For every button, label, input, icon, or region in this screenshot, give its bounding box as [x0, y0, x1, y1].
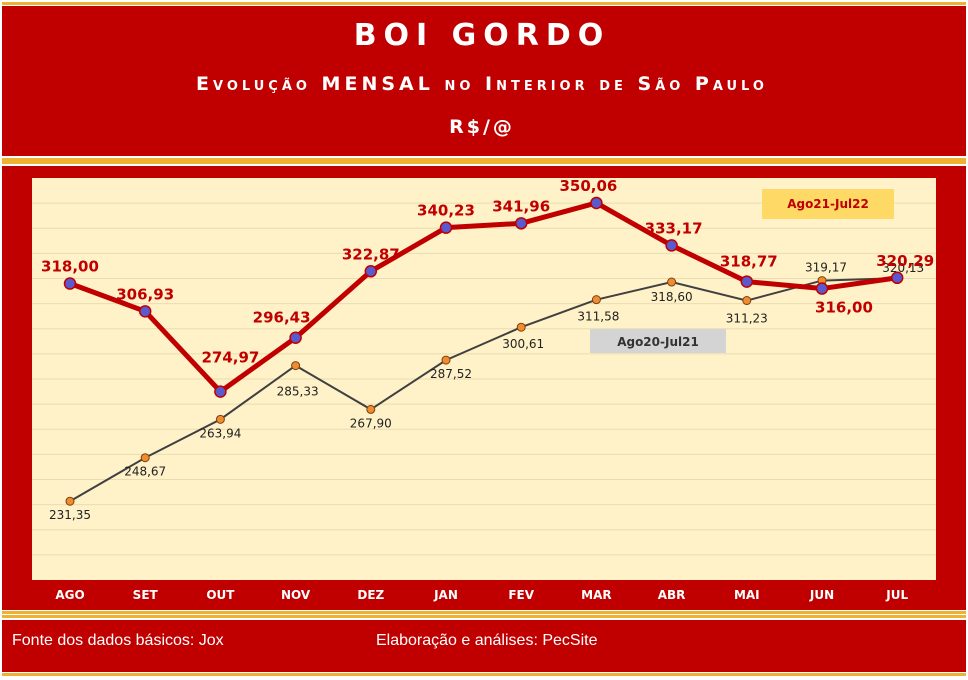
x-tick-label: DEZ	[357, 588, 384, 602]
x-tick-label: FEV	[508, 588, 534, 602]
data-point-current	[665, 239, 678, 252]
data-label-previous: 285,33	[277, 385, 319, 399]
header-top-stripe	[2, 2, 966, 5]
data-point-previous	[291, 361, 301, 371]
x-tick-label: JUN	[809, 588, 834, 602]
x-tick-label: MAI	[734, 588, 760, 602]
data-label-current: 340,23	[417, 202, 475, 220]
data-label-previous: 231,35	[49, 508, 91, 522]
footer-top-stripe	[2, 615, 966, 618]
data-label-current: 316,00	[815, 299, 873, 317]
data-point-previous	[140, 453, 150, 463]
data-point-current	[590, 196, 603, 210]
data-point-current	[63, 277, 77, 290]
x-tick-label: AGO	[55, 588, 84, 602]
footer-bottom-stripe	[2, 673, 966, 676]
x-tick-label: JUL	[885, 588, 908, 602]
data-label-previous: 263,94	[199, 426, 241, 440]
x-tick-label: MAR	[581, 588, 611, 602]
data-point-previous	[441, 355, 451, 365]
data-point-current	[740, 275, 754, 288]
data-point-current	[514, 217, 528, 230]
legend-box-previous	[590, 329, 726, 353]
x-tick-label: JAN	[433, 588, 458, 602]
data-label-current: 333,17	[645, 219, 703, 237]
data-label-current: 320,29	[876, 252, 934, 270]
chart-title: BOI GORDO	[353, 18, 611, 53]
x-tick-label: NOV	[281, 588, 311, 602]
data-point-current	[214, 385, 227, 398]
series-line-previous	[69, 277, 898, 503]
data-point-current	[138, 305, 152, 318]
data-point-previous	[742, 296, 752, 306]
header-band	[2, 6, 966, 156]
legend-box-current	[762, 189, 894, 219]
data-label-current: 341,96	[492, 197, 550, 215]
data-label-current: 350,06	[559, 177, 617, 195]
legend-label-current: Ago21-Jul22	[787, 197, 869, 211]
data-label-previous: 287,52	[430, 367, 472, 381]
data-point-previous	[516, 322, 526, 332]
legend-label-previous: Ago20-Jul21	[617, 335, 699, 349]
x-tick-label: ABR	[658, 588, 686, 602]
data-label-previous: 319,17	[805, 261, 847, 275]
data-label-previous: 311,58	[577, 310, 619, 324]
data-point-previous	[667, 277, 677, 287]
data-point-current	[890, 271, 904, 285]
x-tick-label: OUT	[206, 588, 235, 602]
data-label-previous: 311,23	[726, 312, 768, 326]
chart-subtitle: Evolução MENSAL no Interior de São Paulo	[196, 73, 768, 95]
chart-unit: R$/@	[449, 116, 515, 138]
data-point-current	[439, 221, 453, 234]
data-point-previous	[65, 496, 75, 506]
data-label-current: 318,77	[720, 253, 778, 271]
data-point-previous	[215, 414, 225, 424]
footer-author: Elaboração e análises: PecSite	[376, 632, 598, 649]
mid-bottom-stripe	[2, 611, 966, 614]
footer-band	[2, 620, 966, 672]
mid-top-stripe	[2, 161, 966, 164]
x-tick-label: SET	[133, 588, 159, 602]
data-label-previous: 248,67	[124, 465, 166, 479]
data-label-current: 322,87	[342, 245, 400, 263]
data-point-current	[815, 282, 829, 295]
data-label-current: 296,43	[253, 309, 311, 327]
header-bottom-stripe	[2, 158, 966, 161]
data-point-previous	[366, 404, 376, 414]
data-label-previous: 267,90	[350, 416, 392, 430]
series-line-current	[69, 200, 898, 395]
data-point-current	[289, 331, 302, 344]
data-label-current: 274,97	[201, 349, 259, 367]
data-label-previous: 320,13	[882, 261, 924, 275]
data-label-previous: 300,61	[502, 337, 544, 351]
data-point-current	[364, 265, 378, 278]
footer-source: Fonte dos dados básicos: Jox	[12, 632, 224, 649]
data-label-previous: 318,60	[651, 290, 693, 304]
data-point-previous	[591, 295, 601, 305]
data-label-current: 306,93	[116, 285, 174, 303]
data-label-current: 318,00	[41, 258, 99, 276]
